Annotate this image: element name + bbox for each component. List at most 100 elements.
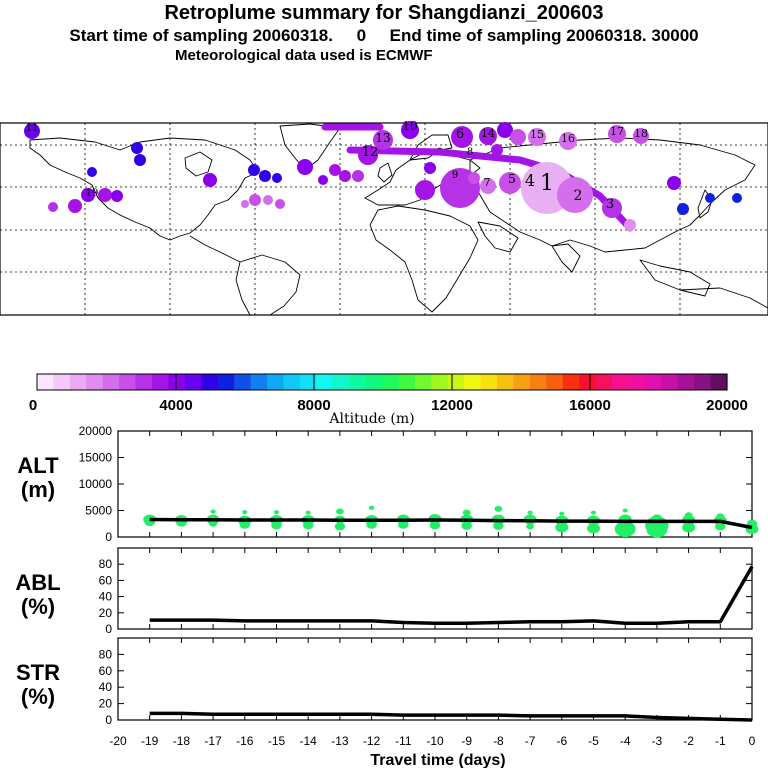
altitude-cluster-point (239, 520, 250, 529)
panel-frame (117, 547, 753, 630)
coast-se-asia (639, 259, 711, 297)
plume-cluster (263, 195, 273, 205)
colorbar-swatch (677, 374, 695, 390)
plume-cluster (624, 219, 636, 231)
altitude-colorbar: 0 4000 8000 12000 16000 20000 Altitude (m) (29, 373, 748, 427)
plume-cluster (352, 170, 364, 182)
series-line (149, 517, 753, 530)
colorbar-swatch (612, 374, 630, 390)
y-tick-label: 20000 (79, 424, 113, 438)
plume-cluster (667, 176, 681, 190)
y-tick-label: 20 (99, 697, 113, 711)
plume-cluster (272, 173, 282, 183)
chart-title: Retroplume summary for Shangdianzi_20060… (164, 2, 604, 24)
plume-cluster (497, 122, 513, 138)
altitude-cluster-point (559, 511, 565, 516)
plume-number-label: 10 (402, 119, 417, 133)
colorbar-swatch (217, 374, 235, 390)
colorbar-swatch (365, 374, 383, 390)
x-tick-label: -13 (331, 734, 349, 748)
x-tick-label: -8 (493, 734, 504, 748)
colorbar-swatch (316, 374, 334, 390)
plume-cluster (87, 167, 97, 177)
panel-label: ALT (17, 453, 59, 478)
x-tick-label: -10 (426, 734, 444, 748)
colorbar-swatch (414, 374, 432, 390)
colorbar-swatch (464, 374, 482, 390)
x-tick-label: -1 (715, 734, 726, 748)
met-data-subtitle: Meteorological data used is ECMWF (175, 47, 433, 64)
colorbar-swatch (69, 374, 87, 390)
coast-britain (377, 162, 393, 183)
altitude-cluster-point (209, 520, 218, 527)
plume-cluster (510, 129, 526, 145)
colorbar-swatch (184, 374, 202, 390)
x-tick-label: 0 (749, 734, 756, 748)
altitude-cluster-point (493, 521, 504, 530)
colorbar-swatch (201, 374, 219, 390)
colorbar-swatch (661, 374, 679, 390)
colorbar-swatch (267, 374, 285, 390)
coast-north-america (29, 137, 259, 241)
plume-cluster (401, 121, 419, 139)
colorbar-swatch (595, 374, 613, 390)
colorbar-swatch (119, 374, 137, 390)
coast-scandinavia (409, 134, 453, 161)
plume-cluster (98, 188, 112, 202)
colorbar-frame (36, 373, 728, 391)
plume-number-label: 19 (86, 188, 99, 199)
coast-central-america (189, 235, 241, 263)
y-tick-label: 40 (99, 590, 113, 604)
y-tick-label: 5000 (85, 504, 112, 518)
panel-unit-label: (%) (21, 684, 55, 709)
altitude-cluster-point (614, 521, 636, 538)
altitude-cluster-point (527, 510, 533, 515)
y-tick-label: 80 (99, 557, 113, 571)
colorbar-swatch (579, 374, 597, 390)
altitude-cluster-point (366, 520, 377, 529)
plume-number-label: 17 (610, 125, 624, 138)
plume-cluster (249, 194, 261, 206)
plume-cluster (358, 145, 378, 165)
plume-cluster (48, 202, 58, 212)
coast-arabia (477, 221, 519, 253)
panel-abl: 0 20 40 60 80 ABL(%) (15, 547, 754, 636)
altitude-cluster-point (429, 521, 441, 530)
plume-cluster (424, 162, 436, 174)
x-tick-label: -7 (525, 734, 536, 748)
panel-unit-label: (m) (21, 477, 55, 502)
colorbar-swatch (102, 374, 120, 390)
plume-cluster (297, 159, 313, 175)
plume-cluster (275, 199, 285, 209)
plume-cluster (557, 177, 593, 213)
altitude-cluster-point (494, 505, 503, 512)
plume-cluster (318, 175, 328, 185)
coast-greenland (279, 123, 341, 171)
x-tick-label: -2 (683, 734, 694, 748)
altitude-cluster-point (336, 508, 344, 515)
x-tick-label: -12 (363, 734, 381, 748)
plume-number-label: 9 (452, 170, 458, 181)
colorbar-tick-label: 8000 (297, 397, 330, 414)
colorbar-swatch (546, 374, 564, 390)
colorbar-tick-label: 12000 (431, 397, 473, 414)
x-axis-title: Travel time (days) (370, 752, 505, 768)
y-tick-label: 0 (105, 622, 112, 636)
x-tick-label: -14 (300, 734, 318, 748)
plume-cluster (608, 125, 626, 143)
x-tick-label: -6 (556, 734, 567, 748)
plume-cluster (329, 164, 341, 176)
plume-cluster (677, 203, 689, 215)
plume-number-label: 6 (456, 127, 464, 142)
plume-cluster (24, 123, 40, 139)
panel-alt: 0 5000 10000 15000 20000 ALT(m) (17, 424, 759, 544)
y-tick-label: 80 (99, 647, 113, 661)
coastlines (29, 123, 768, 316)
plume-cluster (339, 170, 351, 182)
panel-frame (117, 637, 753, 721)
plume-cluster (248, 164, 260, 176)
coast-europe (364, 147, 481, 206)
